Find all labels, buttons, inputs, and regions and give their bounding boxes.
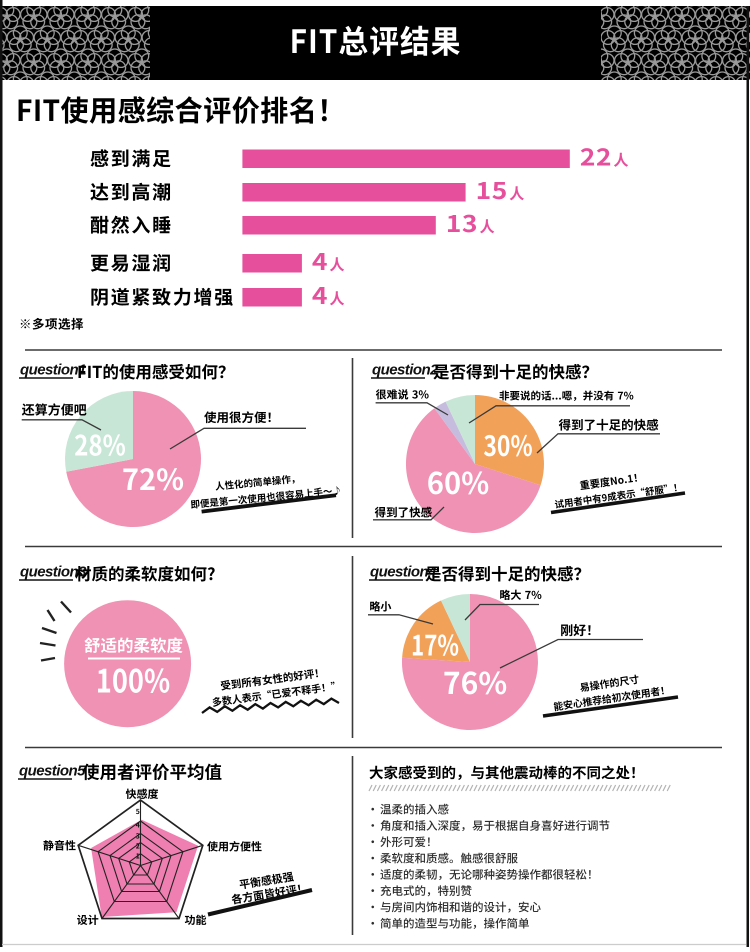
svg-text:question4: question4 [370,564,437,581]
svg-text:question2: question2 [372,362,439,379]
svg-text:question5: question5 [19,763,86,780]
svg-text:question3: question3 [20,564,87,581]
svg-text:question1: question1 [20,362,86,379]
